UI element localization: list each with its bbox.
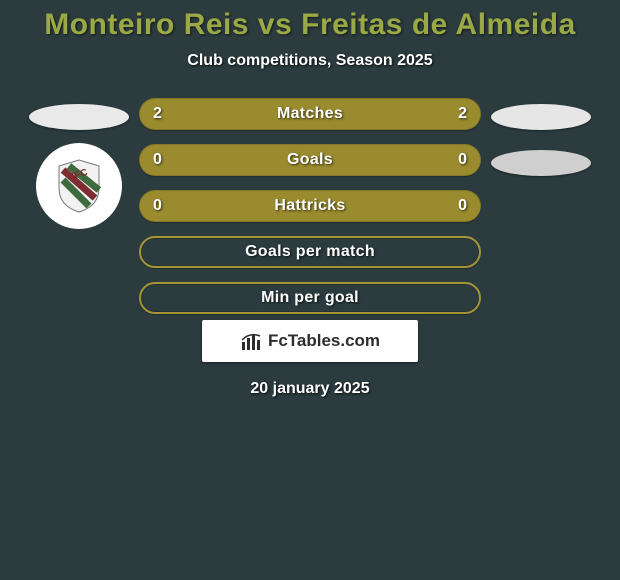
stat-row: 0 Hattricks 0 <box>139 190 481 222</box>
stat-label: Hattricks <box>274 197 345 215</box>
stat-left-value: 0 <box>153 190 162 222</box>
stat-label: Matches <box>277 105 343 123</box>
subtitle: Club competitions, Season 2025 <box>187 52 432 70</box>
date-text: 20 january 2025 <box>250 380 369 398</box>
stat-right-value: 0 <box>458 190 467 222</box>
brand-box: FcTables.com <box>202 320 418 362</box>
stat-left-value: 0 <box>153 144 162 176</box>
stat-label: Goals <box>287 151 333 169</box>
club-shield-icon: FFC <box>55 158 103 214</box>
stat-left-value: 2 <box>153 98 162 130</box>
chart-bars-icon <box>240 330 262 352</box>
right-ellipse-icon-2 <box>491 150 591 176</box>
stat-row: Goals per match <box>139 236 481 268</box>
stat-row: 0 Goals 0 <box>139 144 481 176</box>
stat-label: Goals per match <box>245 243 375 261</box>
stats-panel: 2 Matches 2 0 Goals 0 0 Hattricks 0 Goals per mat… <box>139 98 481 314</box>
left-ellipse-icon <box>29 104 129 130</box>
right-column <box>501 98 601 176</box>
stat-label: Min per goal <box>261 289 359 307</box>
stat-right-value: 0 <box>458 144 467 176</box>
main-area: FFC 2 Matches 2 0 Goals 0 0 Hattricks 0 Goals per… <box>0 98 620 314</box>
page-title: Monteiro Reis vs Freitas de Almeida <box>44 8 576 42</box>
stat-row: 2 Matches 2 <box>139 98 481 130</box>
club-badge-left: FFC <box>29 142 129 230</box>
brand-text: FcTables.com <box>268 331 380 351</box>
right-ellipse-icon-1 <box>491 104 591 130</box>
stat-row: Min per goal <box>139 282 481 314</box>
left-column: FFC <box>19 98 119 230</box>
stat-right-value: 2 <box>458 98 467 130</box>
